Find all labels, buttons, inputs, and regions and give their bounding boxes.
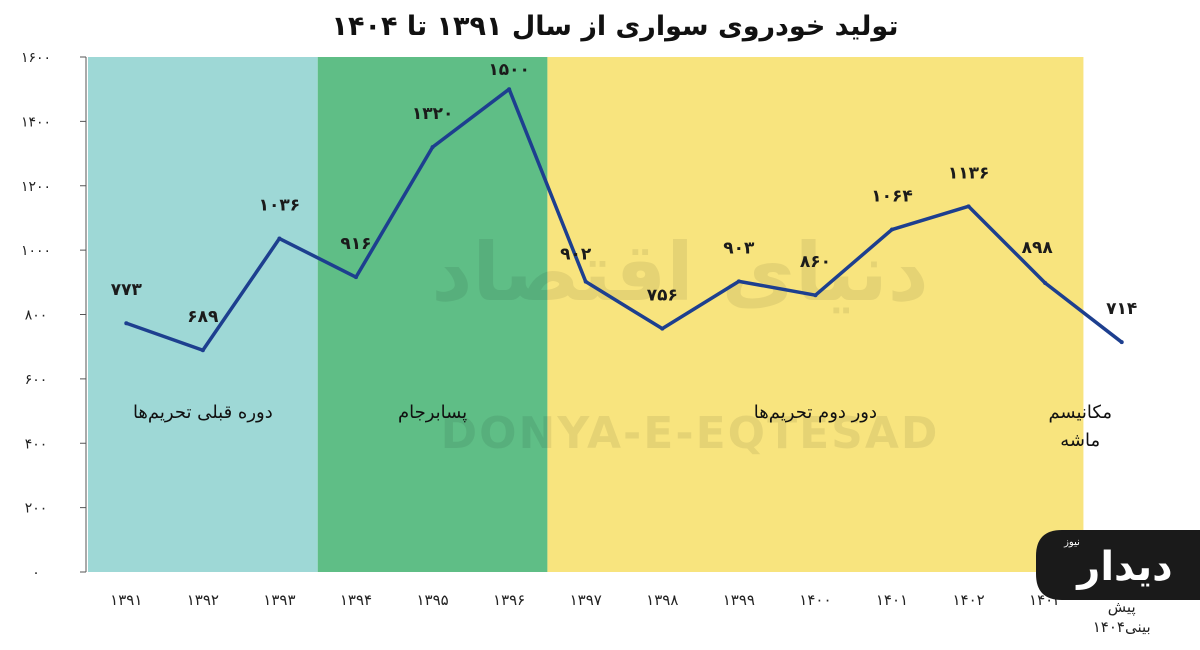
data-label: ۷۱۴ (1106, 299, 1137, 319)
data-label: ۷۵۶ (647, 286, 678, 306)
period-label-1: پسابرجام (398, 402, 467, 423)
logo-subtext: نیوز (1063, 537, 1080, 548)
watermark-latin: DONYA-E-EQTESAD (441, 408, 940, 459)
x-tick-label: ۱۳۹۳ (263, 591, 295, 609)
watermark-persian: دنیای اقتصاد (431, 226, 928, 319)
x-tick-label-line2: بینی۱۴۰۴ (1093, 618, 1151, 636)
y-tick-label: ۰ (32, 565, 40, 581)
data-point (736, 279, 741, 284)
x-tick-label: ۱۴۰۱ (876, 591, 908, 609)
data-point (966, 204, 971, 209)
y-tick-label: ۱۲۰۰ (21, 179, 51, 195)
period-label-2: دور دوم تحریم‌ها (754, 402, 877, 423)
period-band-1 (317, 57, 548, 572)
period-label-0: دوره قبلی تحریم‌ها (133, 402, 273, 423)
y-tick-label: ۲۰۰ (25, 501, 48, 517)
x-tick-label: ۱۳۹۹ (723, 591, 755, 609)
y-tick-label: ۴۰۰ (25, 436, 48, 452)
data-label: ۷۷۳ (111, 280, 143, 300)
y-tick-label: ۸۰۰ (25, 308, 48, 324)
period-labels: دوره قبلی تحریم‌ها پسابرجام دور دوم تحریم‌… (133, 402, 1112, 451)
data-label: ۹۰۳ (723, 238, 755, 258)
y-tick-label: ۱۶۰۰ (21, 50, 51, 66)
y-tick-label: ۶۰۰ (25, 372, 48, 388)
x-tick-label: پیش (1108, 598, 1136, 617)
data-labels: ۷۷۳ ۶۸۹ ۱۰۳۶ ۹۱۶ ۱۳۲۰ ۱۵۰۰ ۹۰۲ ۷۵۶ ۹۰۳ ۸۶۰ ۱۰۶۴ ۱۱۳… (111, 60, 1138, 327)
series-line-layer (124, 87, 1124, 353)
x-tick-label: ۱۴۰۲ (952, 591, 984, 609)
data-point (813, 293, 818, 298)
y-tick-label: ۱۰۰۰ (21, 243, 51, 259)
data-point (890, 227, 894, 232)
chart-title: تولید خودروی سواری از سال ۱۳۹۱ تا ۱۴۰۴ (332, 11, 899, 42)
data-label: ۱۵۰۰ (488, 60, 530, 80)
data-point (430, 145, 435, 150)
data-point (354, 275, 358, 280)
x-tick-label: ۱۳۹۸ (646, 591, 678, 609)
logo-text: دیدار (1075, 544, 1172, 590)
data-label: ۸۶۰ (800, 252, 831, 272)
data-label: ۱۰۶۴ (871, 187, 913, 207)
data-label: ۱۰۳۶ (259, 196, 301, 216)
data-point (583, 279, 588, 284)
logo-shape (1036, 530, 1200, 600)
series-line (124, 87, 1124, 352)
data-point (1119, 340, 1124, 345)
period-label-3: مکانیسم (1048, 402, 1112, 423)
x-tick-label: ۱۳۹۴ (340, 591, 372, 609)
logo: دیدار نیوز (1036, 530, 1200, 600)
period-band-0 (88, 57, 318, 572)
data-label: ۶۸۹ (187, 307, 219, 327)
data-label: ۹۱۶ (340, 234, 371, 254)
x-tick-label: ۱۳۹۵ (416, 591, 448, 609)
data-label: ۱۳۲۰ (412, 104, 454, 124)
data-label: ۹۰۲ (560, 245, 592, 265)
x-tick-label: ۱۳۹۶ (493, 591, 525, 609)
data-label: ۱۱۳۶ (948, 163, 990, 183)
axes: ۰ ۲۰۰ ۴۰۰ ۶۰۰ ۸۰۰ ۱۰۰۰ ۱۲۰۰ ۱۴۰۰ ۱۶۰۰ ۱۳۹۱ ۱۳۹۲ ۱۳۹… (21, 50, 1151, 636)
data-point (507, 87, 512, 92)
x-tick-label: ۱۳۹۷ (570, 591, 602, 609)
data-label: ۸۹۸ (1022, 238, 1054, 258)
x-tick-label: ۱۴۰۰ (799, 591, 831, 609)
x-tick-label: ۱۳۹۱ (110, 591, 142, 609)
y-tick-label: ۱۴۰۰ (21, 114, 51, 130)
data-point (200, 348, 205, 353)
data-point (660, 326, 665, 331)
data-point (277, 236, 282, 241)
data-point (124, 321, 129, 326)
period-label-3-line2: ماشه (1060, 430, 1100, 451)
data-point (1043, 280, 1048, 285)
x-tick-label: ۱۳۹۲ (187, 591, 219, 609)
